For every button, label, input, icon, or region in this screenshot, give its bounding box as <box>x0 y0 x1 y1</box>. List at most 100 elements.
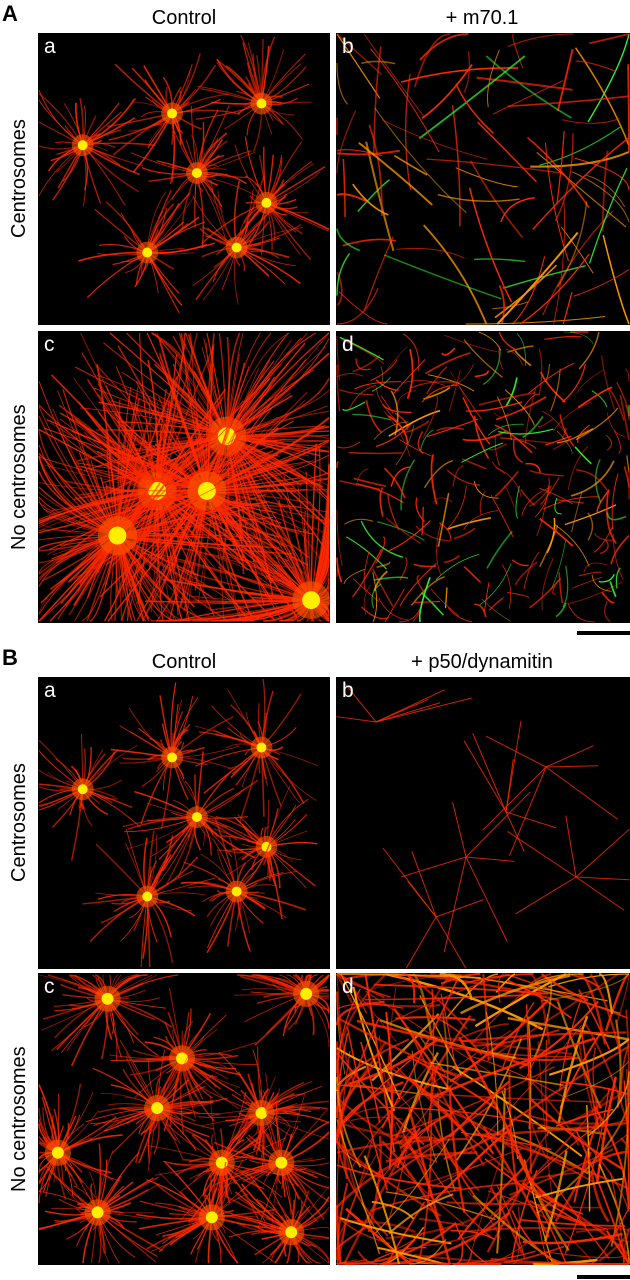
microtubule <box>402 973 416 1004</box>
microtubule <box>505 811 557 829</box>
microtubule <box>336 1119 381 1255</box>
section-label: A <box>2 1 18 26</box>
microtubule <box>336 1047 453 1091</box>
microtubule <box>436 521 442 575</box>
centrosome <box>302 591 321 610</box>
microtubule <box>575 876 625 911</box>
centrosome <box>261 197 272 208</box>
microtubule <box>625 1009 630 1092</box>
microtubule <box>421 1092 601 1103</box>
column-title: + p50/dynamitin <box>411 651 553 673</box>
microtubule <box>529 1098 623 1170</box>
microtubule <box>384 1231 425 1253</box>
microtubule <box>446 516 491 530</box>
microtubule <box>606 512 627 521</box>
microtubule <box>413 563 437 568</box>
microtubule <box>505 811 525 852</box>
microtubule <box>460 974 571 1015</box>
microtubule <box>479 563 512 605</box>
microtubule <box>389 973 510 1024</box>
centrosome <box>191 168 202 179</box>
microtubule <box>579 571 602 577</box>
centrosome <box>91 1206 104 1219</box>
microtubule <box>603 600 611 623</box>
microtubule <box>512 439 524 463</box>
microtubule <box>515 876 577 915</box>
microtubule <box>561 364 587 403</box>
microtubule <box>409 1258 450 1265</box>
micrograph-panel: a <box>38 33 330 325</box>
microtubule <box>420 1223 507 1247</box>
microtubule <box>342 401 366 411</box>
microtubule <box>541 973 630 1002</box>
microtubule <box>556 499 584 504</box>
microtubule <box>472 733 507 813</box>
microtubule <box>364 973 396 1153</box>
microtubule <box>421 64 473 120</box>
microtubule <box>370 48 440 153</box>
microtubule <box>548 1038 630 1076</box>
microtubule <box>429 1037 596 1100</box>
microtubule <box>203 747 262 794</box>
section-label: B <box>2 645 18 670</box>
microtubule <box>571 491 583 533</box>
microtubule <box>360 520 404 558</box>
microtubule <box>385 1063 520 1153</box>
microtubule <box>556 48 574 112</box>
microtubule <box>490 494 514 538</box>
centrosome <box>197 481 216 500</box>
microtubule <box>452 802 467 858</box>
microtubule <box>501 1090 518 1159</box>
microtubule <box>594 459 602 503</box>
microtubule <box>336 1215 390 1244</box>
centrosome <box>176 1052 188 1065</box>
centrosome <box>256 98 267 109</box>
microtubule <box>461 442 504 463</box>
microtubule <box>463 566 482 584</box>
microtubule <box>592 1047 602 1124</box>
microtubule <box>336 252 351 296</box>
microtubule <box>593 532 615 541</box>
microtubule <box>336 1205 342 1264</box>
microtubule <box>336 1000 385 1026</box>
microtubule <box>361 1202 434 1265</box>
microtubule <box>455 83 494 134</box>
centrosome <box>205 1211 218 1224</box>
column-title: Control <box>151 7 217 29</box>
microtubule <box>399 439 433 457</box>
centrosome <box>167 108 178 119</box>
microtubule <box>544 363 550 383</box>
microtubule <box>482 766 547 831</box>
microtubule <box>342 158 346 218</box>
microtubule <box>336 364 341 412</box>
microtubule <box>399 562 437 607</box>
microtubule <box>415 525 451 542</box>
microtubule <box>492 80 564 115</box>
microtubule <box>587 1071 630 1137</box>
microtubule <box>336 716 377 723</box>
microtubule <box>444 334 498 353</box>
column-title: Control <box>151 651 217 673</box>
column-title: + m70.1 <box>445 7 519 29</box>
microtubule <box>396 1127 421 1169</box>
microtubule <box>496 396 512 441</box>
microtubule <box>494 470 519 498</box>
microtubule <box>38 380 118 536</box>
microtubule <box>375 536 386 564</box>
microtubule <box>477 121 538 183</box>
microtubule <box>542 211 613 316</box>
microtubule <box>385 1191 496 1221</box>
microtubule <box>606 412 626 438</box>
microtubule <box>336 1016 457 1078</box>
microtubule <box>377 521 425 541</box>
microtubule <box>498 345 504 370</box>
microtubule <box>399 1114 448 1150</box>
panel-letter: b <box>342 35 354 58</box>
microtubule <box>206 339 292 492</box>
microtubule <box>573 269 630 297</box>
microtubule <box>430 454 438 505</box>
microtubule <box>448 1085 466 1213</box>
centrosome <box>77 784 88 795</box>
centrosome <box>151 1102 164 1115</box>
